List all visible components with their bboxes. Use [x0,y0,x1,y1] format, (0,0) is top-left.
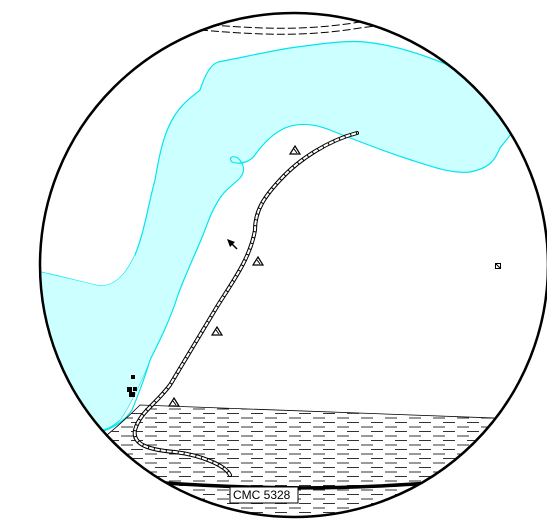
arrow-marker [227,239,238,250]
road-label-text: CMC 5328 [233,488,291,502]
triangle-marker [210,325,224,336]
dashed-track-top-2 [199,19,421,35]
triangle-marker [167,396,181,407]
triangle-marker [288,144,302,155]
map-frame [38,11,547,519]
triangle-marker [251,255,265,266]
railway-ties [133,131,358,476]
building-cluster [127,375,137,397]
lake-shoreline-west [99,359,151,433]
lake-area [40,40,547,432]
square-marker [495,263,501,269]
road-label: CMC 5328 [229,486,299,504]
marsh-area-shift [60,405,547,517]
dashed-track-top [199,13,421,29]
